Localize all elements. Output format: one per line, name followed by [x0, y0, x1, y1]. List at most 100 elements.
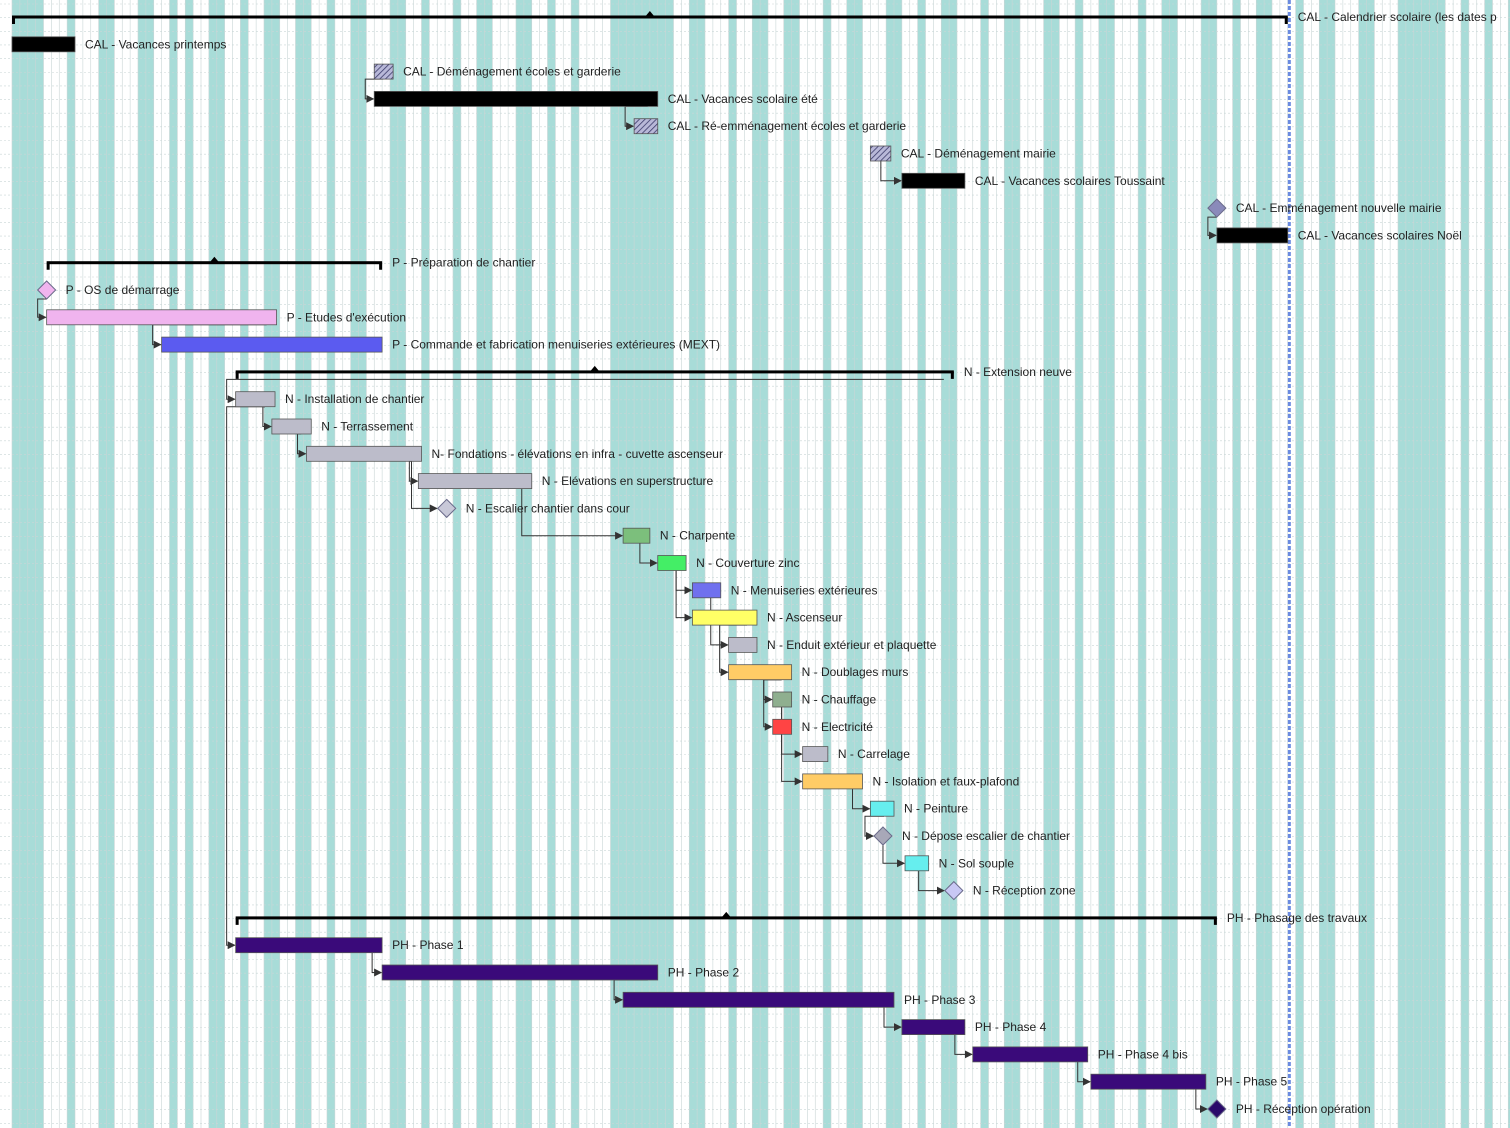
task-23[interactable]: N - Enduit extérieur et plaquette [728, 637, 937, 653]
dependency-link-28 [883, 1007, 902, 1032]
non-working-band-4 [169, 0, 178, 1128]
task-19[interactable]: N - Charpente [622, 527, 736, 544]
task-label: P - Etudes d'exécution [287, 310, 406, 324]
task-bar [972, 1046, 1089, 1063]
task-11[interactable]: P - Etudes d'exécution [46, 309, 406, 326]
task-label: N - Dépose escalier de chantier [902, 829, 1070, 843]
task-label: N - Doublages murs [802, 665, 909, 679]
task-bar [633, 118, 659, 135]
non-working-band-44 [1484, 0, 1493, 1128]
task-24[interactable]: N - Doublages murs [728, 664, 909, 681]
dependency-link-31 [1195, 1089, 1208, 1113]
task-37[interactable]: PH - Phase 4 [901, 1019, 1047, 1035]
task-30[interactable]: N - Dépose escalier de chantier [873, 826, 1070, 846]
task-bar [869, 800, 895, 817]
task-label: PH - Phase 4 [975, 1020, 1047, 1034]
task-bar [46, 309, 277, 326]
task-33[interactable]: PH - Phasage des travaux [235, 911, 1367, 925]
task-36[interactable]: PH - Phase 3 [622, 991, 976, 1008]
non-working-band-1 [67, 0, 75, 1128]
task-label: N - Chauffage [802, 693, 877, 707]
task-bar [373, 63, 394, 80]
non-working-band-17 [547, 0, 556, 1128]
task-5[interactable]: CAL - Déménagement mairie [869, 145, 1056, 162]
task-label: PH - Phase 2 [668, 966, 740, 980]
task-label: PH - Phasage des travaux [1227, 911, 1367, 925]
milestone-diamond [873, 826, 893, 846]
task-0[interactable]: CAL - Calendrier scolaire (les dates p [12, 10, 1497, 24]
task-14[interactable]: N - Installation de chantier [235, 391, 425, 408]
task-21[interactable]: N - Menuiseries extérieures [692, 582, 878, 599]
task-13[interactable]: N - Extension neuve [235, 365, 1073, 379]
task-bar [271, 418, 312, 435]
task-28[interactable]: N - Isolation et faux-plafond [802, 773, 1020, 790]
task-label: N - Carrelage [838, 747, 910, 761]
task-label: P - OS de démarrage [66, 283, 180, 297]
task-bar [901, 172, 966, 189]
task-bar [235, 391, 276, 408]
task-label: N - Electricité [802, 720, 874, 734]
task-rows: CAL - Calendrier scolaire (les dates p CA… [11, 10, 1497, 1119]
non-working-band-18 [571, 0, 579, 1128]
task-4[interactable]: CAL - Ré-emménagement écoles et garderie [633, 118, 907, 135]
task-9[interactable]: P - Préparation de chantier [46, 256, 536, 270]
task-7[interactable]: CAL - Emménagement nouvelle mairie [1207, 198, 1442, 218]
task-bar [622, 527, 651, 544]
task-label: PH - Phase 3 [904, 993, 976, 1007]
task-2[interactable]: CAL - Déménagement écoles et garderie [373, 63, 621, 80]
task-34[interactable]: PH - Phase 1 [235, 937, 464, 954]
task-label: PH - Phase 5 [1216, 1075, 1288, 1089]
non-working-band-32 [1075, 0, 1083, 1128]
task-38[interactable]: PH - Phase 4 bis [972, 1046, 1188, 1063]
task-18[interactable]: N - Escalier chantier dans cour [436, 498, 630, 519]
task-26[interactable]: N - Electricité [772, 718, 874, 735]
task-1[interactable]: CAL - Vacances printemps [11, 36, 226, 53]
task-10[interactable]: P - OS de démarrage [36, 280, 180, 300]
summary-midpoint [209, 256, 220, 263]
dependency-link-12 [639, 543, 658, 567]
task-16[interactable]: N- Fondations - élévations en infra - cu… [306, 445, 723, 462]
task-label: CAL - Vacances scolaires Noël [1298, 228, 1462, 242]
task-12[interactable]: P - Commande et fabrication menuiseries … [161, 336, 720, 353]
non-working-band-14 [453, 0, 461, 1128]
task-label: CAL - Vacances scolaire été [668, 92, 818, 106]
task-bar [11, 36, 76, 53]
task-35[interactable]: PH - Phase 2 [381, 964, 740, 981]
milestone-diamond [1207, 1099, 1227, 1119]
task-27[interactable]: N - Carrelage [802, 746, 911, 762]
task-bar [306, 445, 422, 462]
task-label: CAL - Ré-emménagement écoles et garderie [668, 119, 907, 133]
non-working-band-34 [1138, 0, 1146, 1128]
non-working-band-10 [327, 0, 335, 1128]
task-label: N - Menuiseries extérieures [731, 583, 878, 597]
task-bar [1216, 227, 1289, 244]
task-8[interactable]: CAL - Vacances scolaires Noël [1216, 227, 1462, 244]
task-label: PH - Réception opération [1236, 1102, 1371, 1116]
summary-midpoint [644, 11, 655, 17]
task-label: N - Réception zone [973, 884, 1076, 898]
task-20[interactable]: N - Couverture zinc [657, 555, 800, 571]
task-17[interactable]: N - Elévations en superstructure [417, 473, 713, 490]
task-15[interactable]: N - Terrassement [271, 418, 414, 435]
summary-midpoint [721, 911, 732, 918]
task-32[interactable]: N - Réception zone [944, 880, 1076, 901]
task-6[interactable]: CAL - Vacances scolaires Toussaint [901, 172, 1166, 189]
task-label: CAL - Vacances scolaires Toussaint [975, 174, 1166, 188]
task-29[interactable]: N - Peinture [869, 800, 968, 817]
milestone-diamond [36, 280, 57, 300]
non-working-band-45 [1508, 0, 1510, 1128]
task-bar [728, 637, 758, 653]
task-39[interactable]: PH - Phase 5 [1090, 1073, 1288, 1090]
task-40[interactable]: PH - Réception opération [1207, 1099, 1371, 1119]
task-3[interactable]: CAL - Vacances scolaire été [373, 91, 818, 107]
task-25[interactable]: N - Chauffage [772, 691, 877, 708]
task-31[interactable]: N - Sol souple [904, 855, 1014, 872]
task-label: N - Charpente [660, 529, 736, 543]
dependency-link-14 [675, 570, 693, 622]
task-22[interactable]: N - Ascenseur [692, 609, 842, 626]
task-bar [381, 964, 659, 981]
dependency-link-11 [521, 488, 624, 540]
task-label: N - Installation de chantier [285, 392, 424, 406]
task-label: N - Terrassement [321, 420, 413, 434]
